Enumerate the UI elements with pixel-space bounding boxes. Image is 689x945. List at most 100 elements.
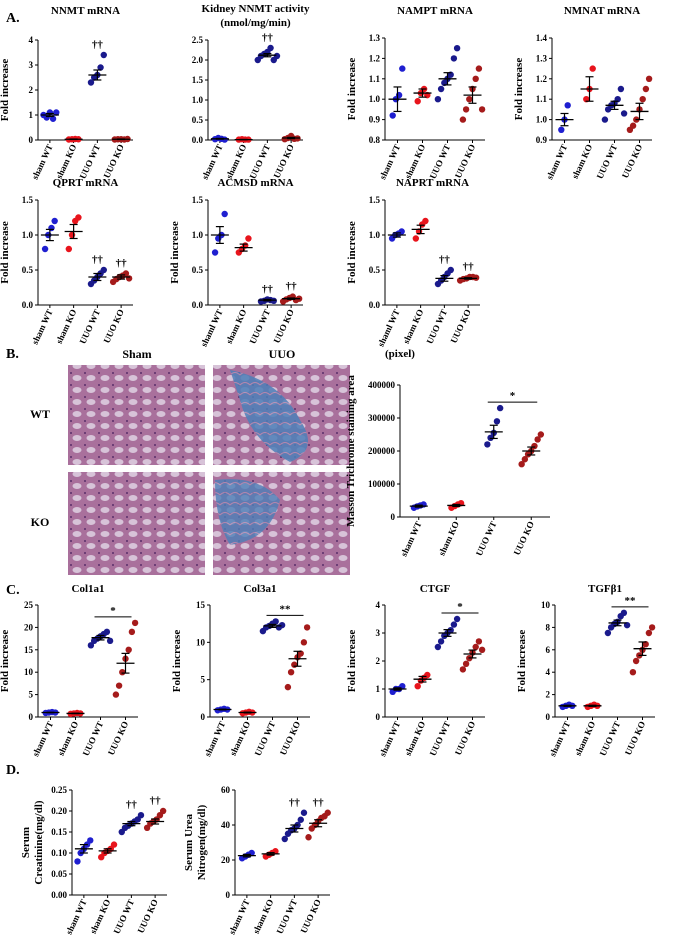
error-bar <box>121 652 130 674</box>
x-tick-label: UUO KO <box>620 143 644 180</box>
data-point <box>267 44 274 52</box>
y-tick-label: 10 <box>196 637 206 647</box>
data-point <box>412 235 420 242</box>
error-bar <box>443 72 452 86</box>
error-bar <box>263 298 272 302</box>
x-tick-label: shaml WT <box>199 308 225 349</box>
y-tick-label: 1 <box>29 110 34 120</box>
error-bar <box>393 687 402 691</box>
data-point <box>424 671 431 679</box>
x-tick-label: UUO WT <box>111 898 136 936</box>
data-point <box>414 98 421 105</box>
error-bar <box>45 228 54 242</box>
y-tick-label: 0.5 <box>22 265 34 275</box>
y-axis-label: Fold increase <box>346 630 358 693</box>
image-column-label: Sham <box>122 347 151 361</box>
error-bar <box>287 297 296 300</box>
data-point <box>46 109 54 116</box>
x-tick-label: UUO KO <box>453 143 477 180</box>
y-tick-label: 0.20 <box>51 806 67 816</box>
data-point <box>221 210 228 218</box>
fibrosis-area <box>215 479 280 545</box>
comparison-label: * <box>510 390 516 402</box>
data-point <box>478 646 486 653</box>
y-axis-label: Serum Urea <box>183 814 195 871</box>
chart-title: NNMT mRNA <box>51 5 120 17</box>
y-tick-label: 2 <box>29 85 34 95</box>
y-axis-label: Nitrogen(mg/dl) <box>196 804 208 880</box>
data-point <box>103 628 111 636</box>
panel-label: C. <box>6 583 20 598</box>
y-tick-label: 1.0 <box>369 94 381 104</box>
data-point <box>493 418 501 425</box>
y-tick-label: 0.0 <box>192 300 204 310</box>
y-axis-label: Fold increase <box>171 630 183 693</box>
y-tick-label: 5 <box>201 675 206 685</box>
x-tick-label: sham KO <box>54 308 79 346</box>
data-point <box>414 683 421 690</box>
x-tick-label: sham KO <box>224 308 249 346</box>
chart-title: NAPRT mRNA <box>396 177 469 189</box>
data-point <box>297 816 304 823</box>
data-point <box>459 666 467 673</box>
x-tick-label: UUO WT <box>81 720 106 758</box>
x-tick-label: UUO WT <box>247 143 272 181</box>
data-point <box>100 266 107 274</box>
data-point <box>484 441 491 448</box>
error-bar <box>393 86 402 113</box>
data-point <box>462 660 470 667</box>
y-axis-label: Fold increase <box>513 58 525 121</box>
error-bar <box>93 272 102 282</box>
error-bar <box>585 76 594 102</box>
data-point <box>300 639 308 646</box>
error-bar <box>314 819 323 828</box>
y-tick-label: 0.0 <box>369 300 381 310</box>
error-bar <box>45 112 54 118</box>
significance-label: †† <box>116 258 128 270</box>
data-point <box>300 809 308 816</box>
x-tick-label: sham KO <box>56 720 81 758</box>
x-tick-label: sham WT <box>64 898 89 936</box>
data-point <box>648 624 656 631</box>
data-point <box>128 628 136 636</box>
y-tick-label: 10 <box>24 667 34 677</box>
y-axis-label: Fold increase <box>0 630 11 693</box>
chart-title: (pixel) <box>385 348 415 360</box>
data-point <box>75 214 82 221</box>
x-tick-label: sham WT <box>544 143 569 181</box>
x-tick-label: sham KO <box>570 143 595 181</box>
x-tick-label: sham WT <box>399 520 424 558</box>
data-point <box>645 629 653 637</box>
y-tick-label: 0 <box>201 712 206 722</box>
y-tick-label: 2 <box>546 690 551 700</box>
y-axis-label: Fold increase <box>169 221 181 284</box>
y-tick-label: 10 <box>541 600 551 610</box>
data-point <box>617 85 625 93</box>
x-tick-label: UUO WT <box>253 720 278 758</box>
image-row-label: WT <box>30 407 50 421</box>
chart-title: QPRT mRNA <box>53 177 119 189</box>
y-axis-label: Fold increase <box>0 59 11 122</box>
x-tick-label: sham KO <box>403 720 428 758</box>
y-tick-label: 0.5 <box>369 265 381 275</box>
data-point <box>437 638 445 645</box>
data-point <box>589 65 596 72</box>
data-point <box>284 683 292 691</box>
error-bar <box>79 843 88 854</box>
x-tick-label: UUO WT <box>274 898 299 936</box>
x-tick-label: UUO KO <box>272 308 296 345</box>
x-tick-label: UUO WT <box>428 720 453 758</box>
x-tick-label: sham KO <box>436 520 461 558</box>
y-tick-label: 60 <box>221 785 231 795</box>
data-point <box>211 249 219 256</box>
error-bar <box>287 136 296 140</box>
x-tick-label: sham WT <box>202 720 227 758</box>
data-point <box>278 621 286 629</box>
y-tick-label: 8 <box>546 622 551 632</box>
data-point <box>324 809 331 816</box>
panel-label: B. <box>6 347 19 362</box>
y-tick-label: 1.5 <box>369 195 381 205</box>
y-tick-label: 0.15 <box>51 827 67 837</box>
y-tick-label: 0.9 <box>369 115 381 125</box>
error-bar <box>440 275 449 282</box>
